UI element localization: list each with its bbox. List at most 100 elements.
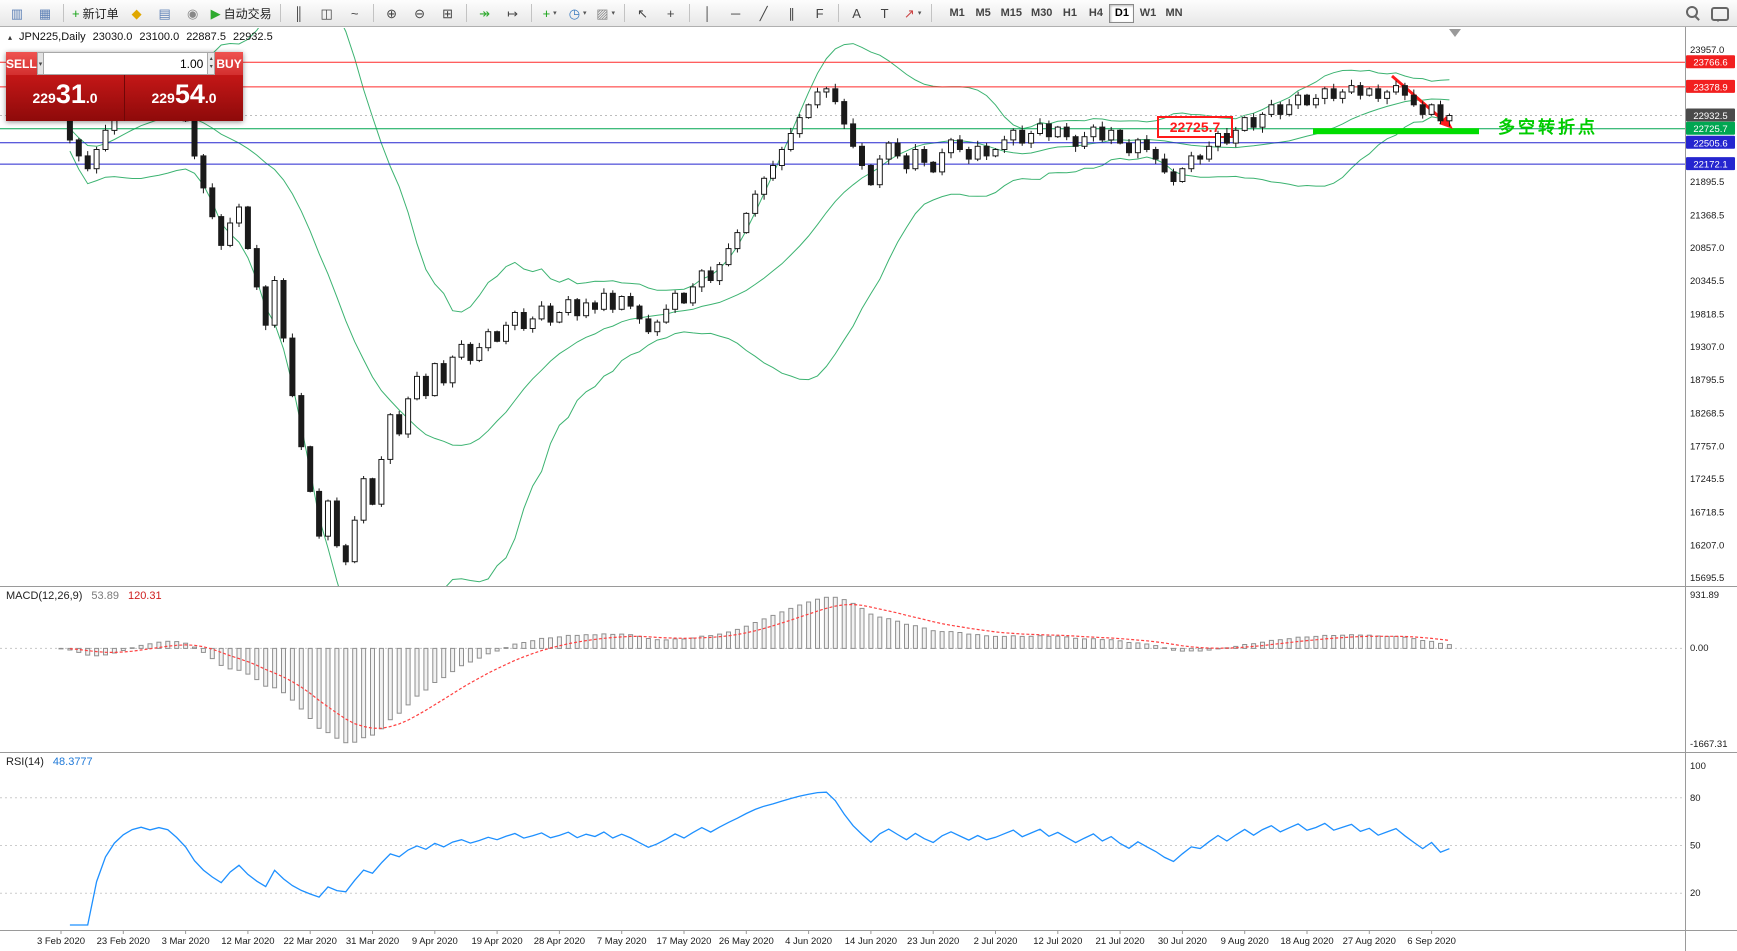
fibonacci-icon[interactable]: F	[807, 3, 833, 23]
text-icon[interactable]: A	[844, 3, 870, 23]
timeframe-m15[interactable]: M15	[997, 4, 1026, 23]
navigator-icon: ◉	[186, 5, 199, 21]
market-watch-icon: ◆	[131, 5, 142, 21]
sell-price[interactable]: 229 31.0	[6, 75, 125, 121]
data-window-icon[interactable]: ▤	[152, 3, 178, 23]
toolbar-separator	[530, 4, 532, 22]
chevron-down-icon: ▾	[917, 10, 922, 17]
buy-price-digits: 54	[174, 79, 205, 109]
new-order-button[interactable]: + 新订单	[69, 3, 122, 23]
new-order-icon: +	[72, 5, 80, 21]
date-axis-label: 12 Jul 2020	[1033, 936, 1082, 947]
price-axis-tag	[1686, 157, 1735, 171]
date-axis-label: 14 Jun 2020	[845, 936, 897, 947]
toolbar-separator	[63, 4, 64, 22]
auto-scroll-icon[interactable]: ↠	[472, 3, 498, 23]
candle-chart-icon[interactable]: ◫	[314, 3, 340, 23]
algo-trading-button[interactable]: ▶ 自动交易	[208, 3, 275, 23]
price-axis-label: 19818.5	[1690, 310, 1724, 321]
price-axis-tag	[1686, 108, 1735, 122]
templates-icon[interactable]: ▨ ▾	[593, 3, 619, 23]
new-window-icon[interactable]: ▥	[4, 3, 30, 23]
main-price-pane: 22725.7 多空转折点	[0, 28, 1685, 586]
timeframe-w1[interactable]: W1	[1135, 4, 1160, 23]
vertical-line-icon: │	[703, 5, 712, 21]
macd-axis-label: -1667.31	[1690, 739, 1728, 750]
price-axis-tag-label: 22932.5	[1693, 111, 1727, 122]
macd-axis-label: 0.00	[1690, 643, 1709, 654]
date-axis-label: 21 Jul 2020	[1096, 936, 1145, 947]
date-axis-label: 22 Mar 2020	[284, 936, 337, 947]
toolbar-separator	[837, 4, 839, 22]
trade-panel-prices: 229 31.0 229 54.0	[6, 75, 243, 121]
price-axis-tag	[1686, 55, 1735, 69]
ohlc-high: 23100.0	[139, 31, 180, 43]
cursor-icon[interactable]: ↖	[630, 3, 656, 23]
cursor-icon: ↖	[637, 5, 649, 21]
zoom-in-icon[interactable]: ⊕	[379, 3, 405, 23]
support-zone-highlight	[1313, 128, 1479, 135]
chat-icon[interactable]	[1711, 7, 1729, 22]
add-indicator-icon[interactable]: + ▾	[537, 3, 563, 23]
date-axis-label: 31 Mar 2020	[346, 936, 399, 947]
volume-input[interactable]	[44, 52, 209, 75]
crosshair-icon: +	[666, 5, 675, 21]
sell-button[interactable]: SELL	[6, 52, 37, 75]
candle-chart-icon: ◫	[320, 5, 333, 21]
crosshair-icon[interactable]: +	[658, 3, 684, 23]
timeframe-m30[interactable]: M30	[1027, 4, 1056, 23]
trendline-icon[interactable]: ╱	[751, 3, 777, 23]
timeframe-m5[interactable]: M5	[971, 4, 996, 23]
chart-shift-icon[interactable]: ↦	[500, 3, 526, 23]
price-axis-tag	[1686, 79, 1735, 93]
market-watch-icon[interactable]: ◆	[124, 3, 150, 23]
order-type-dropdown[interactable]: ▾	[36, 52, 45, 75]
price-axis-label: 21368.5	[1690, 210, 1724, 221]
periods-icon: ◷	[568, 5, 581, 21]
arrow-object-icon[interactable]: ↗ ▾	[900, 3, 926, 23]
toolbar-separator	[279, 4, 281, 22]
templates-icon: ▨	[596, 5, 609, 21]
macd-indicator-label: MACD(12,26,9) 53.89 120.31	[6, 590, 162, 602]
toolbar-separator	[688, 4, 690, 22]
navigator-icon[interactable]: ◉	[180, 3, 206, 23]
macd-signal-line	[69, 603, 1450, 729]
date-axis-label: 28 Apr 2020	[534, 936, 585, 947]
tile-windows-icon[interactable]: ⊞	[435, 3, 461, 23]
timeframe-h4[interactable]: H4	[1083, 4, 1108, 23]
channel-icon[interactable]: ∥	[779, 3, 805, 23]
search-icon[interactable]	[1686, 6, 1701, 21]
date-axis-label: 6 Sep 2020	[1407, 936, 1456, 947]
periods-icon[interactable]: ◷ ▾	[565, 3, 591, 23]
toolbar-separator	[372, 4, 374, 22]
bar-chart-icon[interactable]: ║	[286, 3, 312, 23]
timeframe-m1[interactable]: M1	[945, 4, 970, 23]
price-axis-tag-label: 22725.7	[1693, 124, 1727, 135]
timeframe-mn[interactable]: MN	[1161, 4, 1186, 23]
price-axis-tag	[1686, 135, 1735, 149]
new-window-icon: ▥	[10, 5, 24, 21]
profile-icon[interactable]: ▦	[32, 3, 58, 23]
label-icon[interactable]: T	[872, 3, 898, 23]
line-chart-icon[interactable]: ~	[342, 3, 368, 23]
toolbar-separator	[623, 4, 625, 22]
date-axis-label: 3 Feb 2020	[37, 936, 85, 947]
bollinger-upper-band	[69, 28, 1450, 313]
vertical-line-icon[interactable]: │	[695, 3, 721, 23]
horizontal-line-icon[interactable]: ─	[723, 3, 749, 23]
toolbar-right	[1686, 6, 1729, 22]
buy-price[interactable]: 229 54.0	[125, 75, 243, 121]
date-axis-label: 2 Jul 2020	[974, 936, 1018, 947]
price-axis-tag-label: 22505.6	[1693, 138, 1727, 149]
timeframe-h1[interactable]: H1	[1057, 4, 1082, 23]
buy-button[interactable]: BUY	[215, 52, 244, 75]
timeframe-d1[interactable]: D1	[1109, 3, 1135, 23]
date-axis-label: 19 Apr 2020	[471, 936, 522, 947]
zoom-out-icon[interactable]: ⊖	[407, 3, 433, 23]
volume-stepper[interactable]: ▴ ▾	[208, 52, 216, 75]
buy-price-digits: .0	[204, 90, 217, 106]
toolbar-separator	[465, 4, 467, 22]
chart-shift-icon: ↦	[507, 5, 519, 21]
